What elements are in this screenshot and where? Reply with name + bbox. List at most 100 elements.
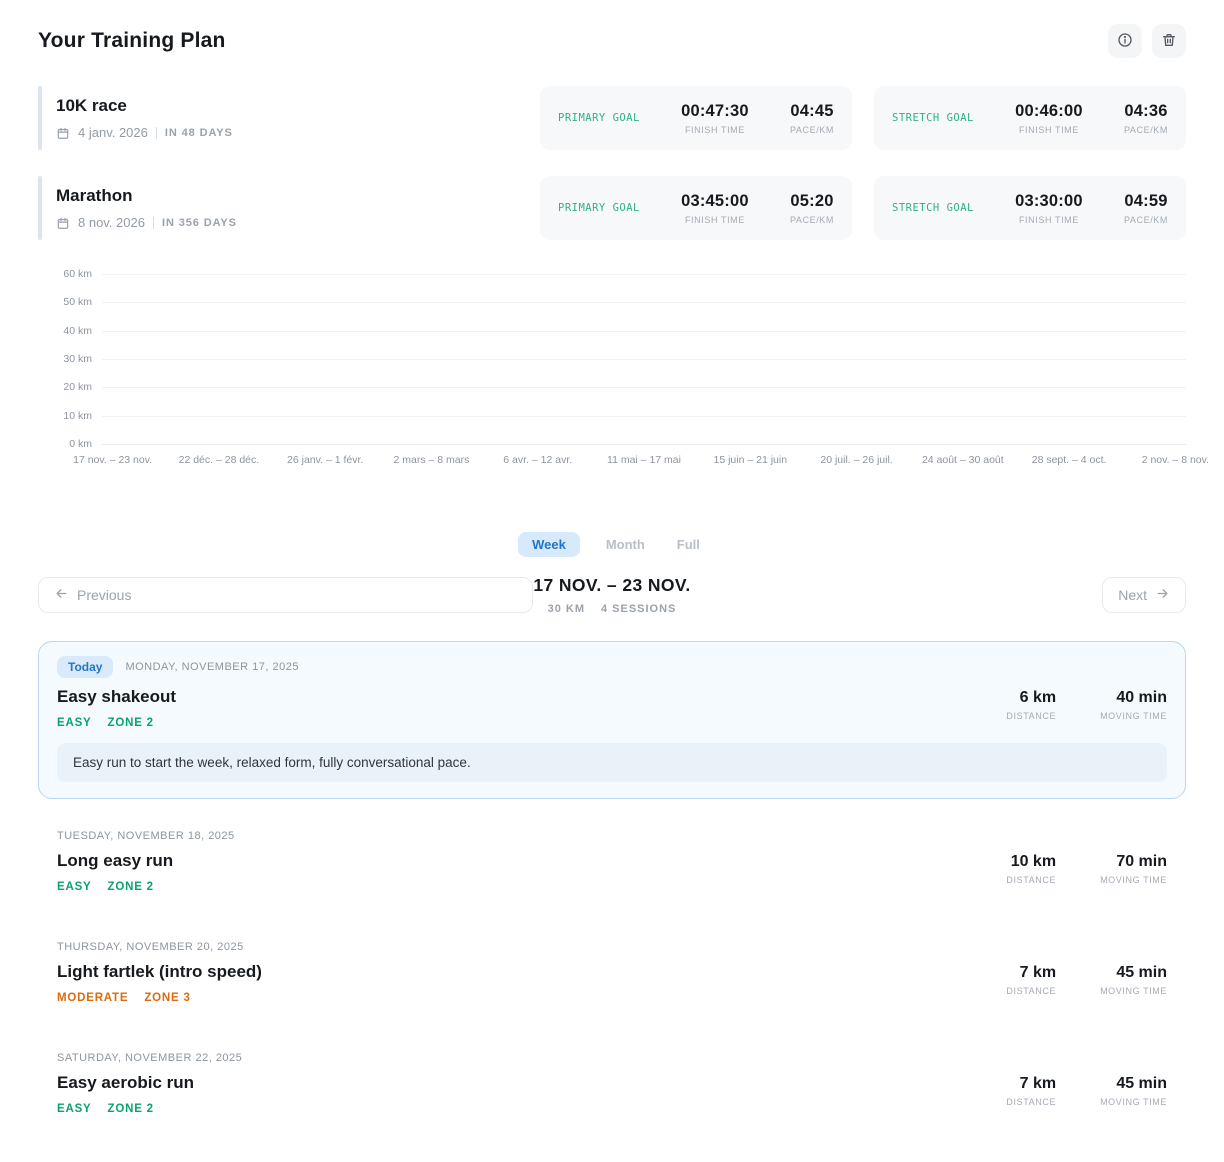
chart-x-label: 15 juin – 21 juin <box>713 454 788 466</box>
chart-x-label: 26 janv. – 1 févr. <box>287 454 364 466</box>
chart-plot-area: 60 km 50 km 40 km 30 km 20 km 10 km 0 km <box>63 268 1186 450</box>
race-row-10k: 10K race 4 janv. 2026 IN 48 DAYS PRIMARY… <box>38 86 1186 150</box>
session-header: Today MONDAY, NOVEMBER 17, 2025 <box>57 656 1167 678</box>
race-date: 8 nov. 2026 <box>78 215 145 230</box>
session-tags: EASY ZONE 2 <box>57 881 173 893</box>
gridline <box>102 387 1186 389</box>
primary-goal-label: PRIMARY GOAL <box>558 202 640 214</box>
session-title: Light fartlek (intro speed) <box>57 962 262 981</box>
finish-time-value: 03:30:00 <box>1015 191 1083 210</box>
session-card-today[interactable]: Today MONDAY, NOVEMBER 17, 2025 Easy sha… <box>38 641 1186 799</box>
info-button[interactable] <box>1108 24 1142 58</box>
gridline <box>102 444 1186 445</box>
session-date: TUESDAY, NOVEMBER 18, 2025 <box>57 830 235 842</box>
finish-time-stat: 00:46:00 FINISH TIME <box>1015 102 1083 135</box>
chart-x-label: 2 mars – 8 mars <box>393 454 470 466</box>
week-summary: 30 KM 4 SESSIONS <box>533 603 690 615</box>
stretch-goal-panel: STRETCH GOAL 00:46:00 FINISH TIME 04:36 … <box>874 86 1186 150</box>
toggle-month[interactable]: Month <box>600 532 651 557</box>
distance-value: 10 km <box>1010 853 1057 870</box>
chart-x-label: 20 juil. – 26 juil. <box>820 454 893 466</box>
session-card[interactable]: THURSDAY, NOVEMBER 20, 2025 Light fartle… <box>38 926 1186 1021</box>
stretch-goal-panel: STRETCH GOAL 03:30:00 FINISH TIME 04:59 … <box>874 176 1186 240</box>
pace-label: PACE/KM <box>789 214 834 225</box>
race-accent-bar <box>38 86 42 150</box>
distance-stat: 7 km DISTANCE <box>1006 1075 1056 1107</box>
session-tags: EASY ZONE 2 <box>57 717 176 729</box>
effort-tag: EASY <box>57 1103 92 1115</box>
session-title: Long easy run <box>57 851 174 870</box>
delete-plan-button[interactable] <box>1152 24 1186 58</box>
gridline <box>102 359 1186 360</box>
moving-time-stat: 45 min MOVING TIME <box>1100 1075 1167 1107</box>
pace-label: PACE/KM <box>1123 214 1168 225</box>
finish-time-label: FINISH TIME <box>1018 124 1079 135</box>
race-name: Marathon <box>56 186 133 205</box>
race-row-marathon: Marathon 8 nov. 2026 IN 356 DAYS PRIMARY… <box>38 176 1186 240</box>
finish-time-stat: 03:45:00 FINISH TIME <box>681 192 749 225</box>
session-stats: 10 km DISTANCE 70 min MOVING TIME <box>1006 851 1167 885</box>
race-countdown: IN 356 DAYS <box>161 216 237 229</box>
session-date: SATURDAY, NOVEMBER 22, 2025 <box>57 1052 243 1064</box>
chart-x-label: 24 août – 30 août <box>921 454 1004 466</box>
finish-time-stat: 03:30:00 FINISH TIME <box>1015 192 1083 225</box>
goal-panels: PRIMARY GOAL 00:47:30 FINISH TIME 04:45 … <box>540 86 1186 150</box>
session-description: Easy run to start the week, relaxed form… <box>57 743 1167 782</box>
primary-goal-panel: PRIMARY GOAL 00:47:30 FINISH TIME 04:45 … <box>540 86 852 150</box>
race-date: 4 janv. 2026 <box>78 125 148 140</box>
previous-week-button[interactable]: Previous <box>38 577 534 613</box>
zone-tag: ZONE 2 <box>107 717 154 729</box>
chart-x-label: 22 déc. – 28 déc. <box>178 454 260 466</box>
toggle-week[interactable]: Week <box>518 532 580 557</box>
page-header: Your Training Plan <box>38 0 1186 58</box>
session-body: Easy aerobic run EASY ZONE 2 7 km DISTAN… <box>57 1073 1167 1115</box>
chart-y-label: 40 km <box>63 324 92 337</box>
pace-label: PACE/KM <box>789 124 834 135</box>
session-card[interactable]: TUESDAY, NOVEMBER 18, 2025 Long easy run… <box>38 815 1186 910</box>
meta-separator <box>152 216 154 229</box>
distance-label: DISTANCE <box>1006 1097 1057 1107</box>
session-info: Light fartlek (intro speed) MODERATE ZON… <box>57 962 262 1004</box>
race-name: 10K race <box>56 96 127 115</box>
next-week-button[interactable]: Next <box>1102 577 1186 613</box>
stretch-goal-label: STRETCH GOAL <box>892 112 974 124</box>
race-accent-bar <box>38 176 42 240</box>
distance-stat: 10 km DISTANCE <box>1006 853 1056 885</box>
distance-stat: 6 km DISTANCE <box>1006 689 1056 721</box>
distance-value: 7 km <box>1019 1075 1057 1092</box>
trash-icon <box>1161 32 1177 51</box>
moving-time-value: 40 min <box>1116 689 1167 706</box>
race-info: 10K race 4 janv. 2026 IN 48 DAYS <box>56 96 233 140</box>
pace-value: 04:45 <box>790 101 834 120</box>
finish-time-value: 03:45:00 <box>681 191 749 210</box>
moving-time-value: 45 min <box>1116 964 1167 981</box>
distance-value: 7 km <box>1019 964 1057 981</box>
chart-x-label: 6 avr. – 12 avr. <box>503 454 573 466</box>
session-tags: EASY ZONE 2 <box>57 1103 194 1115</box>
gridline <box>102 302 1186 304</box>
chart-y-label: 20 km <box>63 381 92 394</box>
session-stats: 6 km DISTANCE 40 min MOVING TIME <box>1006 687 1167 721</box>
pace-stat: 04:36 PACE/KM <box>1124 102 1168 135</box>
next-label: Next <box>1118 587 1147 603</box>
session-body: Easy shakeout EASY ZONE 2 6 km DISTANCE … <box>57 687 1167 729</box>
chart-y-label: 30 km <box>63 353 92 365</box>
week-header: 17 NOV. – 23 NOV. 30 KM 4 SESSIONS <box>533 575 690 615</box>
session-header: THURSDAY, NOVEMBER 20, 2025 <box>57 941 1167 953</box>
week-distance: 30 KM <box>547 603 585 615</box>
goal-panels: PRIMARY GOAL 03:45:00 FINISH TIME 05:20 … <box>540 176 1186 240</box>
effort-tag: EASY <box>57 881 92 893</box>
pace-label: PACE/KM <box>1123 124 1168 135</box>
chart-x-label: 17 nov. – 23 nov. <box>73 454 153 466</box>
week-navigation: Previous 17 NOV. – 23 NOV. 30 KM 4 SESSI… <box>38 575 1186 615</box>
pace-value: 04:36 <box>1124 101 1168 120</box>
session-card[interactable]: SATURDAY, NOVEMBER 22, 2025 Easy aerobic… <box>38 1037 1186 1132</box>
moving-time-stat: 45 min MOVING TIME <box>1100 964 1167 996</box>
chart-x-axis: 17 nov. – 23 nov. 22 déc. – 28 déc. 26 jan… <box>73 454 1209 470</box>
moving-time-label: MOVING TIME <box>1100 875 1167 885</box>
today-badge: Today <box>57 656 114 678</box>
moving-time-label: MOVING TIME <box>1100 986 1167 996</box>
toggle-full[interactable]: Full <box>671 532 706 557</box>
pace-value: 05:20 <box>790 191 834 210</box>
page-title: Your Training Plan <box>38 29 226 52</box>
